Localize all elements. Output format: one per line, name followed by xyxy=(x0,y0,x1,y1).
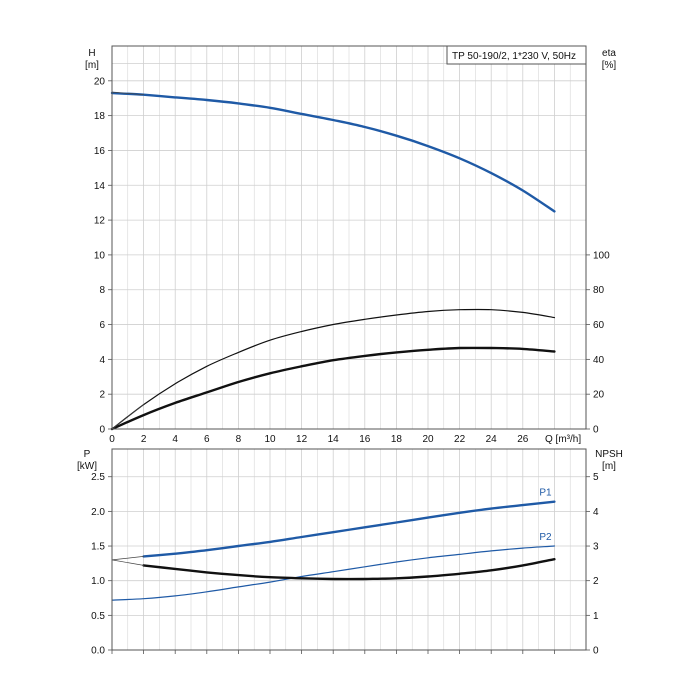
y2-axis-label-eta: eta xyxy=(602,48,616,59)
y2-tick-label: 80 xyxy=(593,285,605,296)
series-line-p1-ext xyxy=(111,556,144,561)
y-tick-label: 4 xyxy=(99,355,105,366)
x-tick-label: 4 xyxy=(172,434,178,445)
series-line-h-ext xyxy=(111,91,144,96)
series-line-eta-thin xyxy=(111,308,555,430)
y-tick-label: 2.0 xyxy=(91,507,105,518)
top-y2-tick-labels: 0 20 40 60 80 100 xyxy=(586,250,610,436)
series-line-p1 xyxy=(142,500,556,558)
bottom-y2-tick-labels: 0 1 2 3 4 5 xyxy=(586,472,599,657)
series-label-p1: P1 xyxy=(539,488,552,499)
y-tick-label: 0 xyxy=(99,425,105,436)
x-tick-label: 0 xyxy=(109,434,115,445)
y-tick-label: 0.5 xyxy=(91,611,105,622)
series-line-npsh xyxy=(142,558,556,581)
x-tick-label: 18 xyxy=(391,434,403,445)
y-tick-label: 18 xyxy=(94,111,106,122)
x-tick-label: 8 xyxy=(236,434,242,445)
y2-tick-label: 4 xyxy=(593,507,599,518)
x-tick-label: 20 xyxy=(422,434,434,445)
bottom-series-group xyxy=(111,500,556,601)
bottom-gridlines xyxy=(111,449,586,654)
chart-title: TP 50-190/2, 1*230 V, 50Hz xyxy=(452,51,576,62)
x-tick-label: 16 xyxy=(359,434,371,445)
x-tick-label: 22 xyxy=(454,434,466,445)
x-tick-label: 12 xyxy=(296,434,308,445)
title-box xyxy=(446,45,587,65)
series-line-npsh-ext xyxy=(111,559,144,566)
top-x-tick-labels: 0 2 4 6 8 10 12 14 16 18 20 22 24 26 xyxy=(109,434,529,445)
power-npsh-chart: 0.0 0.5 1.0 1.5 2.0 2.5 0 1 2 3 4 5 P1 P2 P [kW] NP… xyxy=(77,448,623,657)
top-y-tick-labels: 0 2 4 6 8 10 12 14 16 18 20 xyxy=(94,76,112,436)
x-tick-label: 24 xyxy=(486,434,498,445)
x-axis-label-q: Q [m³/h] xyxy=(545,434,581,445)
y-tick-label: 12 xyxy=(94,216,106,227)
y-axis-unit-h: [m] xyxy=(85,60,99,71)
series-line-h xyxy=(110,91,556,213)
y-tick-label: 0.0 xyxy=(91,646,105,657)
series-line-eta-ext xyxy=(111,404,144,430)
series-line-eta-thick xyxy=(110,346,556,431)
y-tick-label: 14 xyxy=(94,181,106,192)
bottom-y-tick-labels: 0.0 0.5 1.0 1.5 2.0 2.5 xyxy=(91,472,112,657)
y-tick-label: 10 xyxy=(94,250,106,261)
head-efficiency-chart: TP 50-190/2, 1*230 V, 50Hz 0246810121416… xyxy=(85,45,617,445)
x-tick-label: 10 xyxy=(264,434,276,445)
y-tick-label: 2 xyxy=(99,390,105,401)
y2-tick-label: 60 xyxy=(593,320,605,331)
y2-axis-unit-eta: [%] xyxy=(602,60,617,71)
y-tick-label: 6 xyxy=(99,320,105,331)
y-axis-unit-p: [kW] xyxy=(77,461,97,472)
y2-tick-label: 20 xyxy=(593,390,605,401)
top-series-group xyxy=(110,91,556,431)
series-label-p2: P2 xyxy=(539,532,552,543)
y-tick-label: 1.0 xyxy=(91,576,105,587)
y-tick-label: 16 xyxy=(94,146,106,157)
y-tick-label: 8 xyxy=(99,285,105,296)
y-tick-label: 1.5 xyxy=(91,542,105,553)
y2-tick-label: 0 xyxy=(593,646,599,657)
bottom-series-labels: P1 P2 xyxy=(539,488,552,543)
x-tick-label: 26 xyxy=(517,434,529,445)
y2-tick-label: 0 xyxy=(593,425,599,436)
bottom-plot-frame xyxy=(111,448,587,651)
y2-tick-label: 100 xyxy=(593,250,610,261)
x-tick-label: 14 xyxy=(328,434,340,445)
top-plot-frame xyxy=(111,45,587,430)
y-axis-label-h: H xyxy=(88,48,95,59)
y2-tick-label: 3 xyxy=(593,542,599,553)
y2-axis-unit-npsh: [m] xyxy=(602,461,616,472)
y-axis-label-p: P xyxy=(84,449,91,460)
y-tick-label: 20 xyxy=(94,76,106,87)
x-tick-label: 2 xyxy=(141,434,147,445)
y2-tick-label: 1 xyxy=(593,611,599,622)
y2-tick-label: 40 xyxy=(593,355,605,366)
y2-tick-label: 5 xyxy=(593,472,599,483)
y2-tick-label: 2 xyxy=(593,576,599,587)
y2-axis-label-npsh: NPSH xyxy=(595,449,623,460)
series-line-p2 xyxy=(111,545,555,601)
top-gridlines xyxy=(112,46,586,429)
y-tick-label: 2.5 xyxy=(91,472,105,483)
x-tick-label: 6 xyxy=(204,434,210,445)
